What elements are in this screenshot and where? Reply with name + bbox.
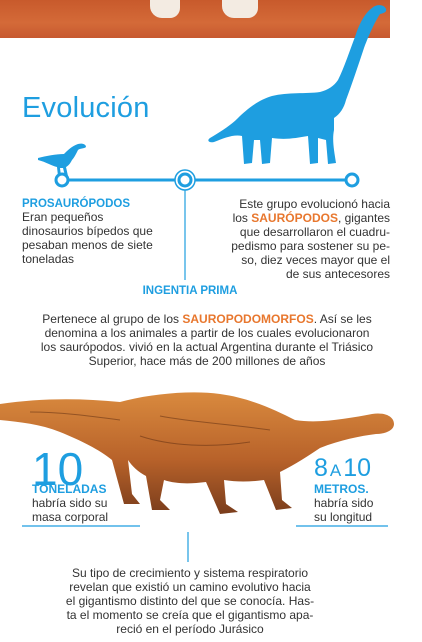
prosaur-heading: PROSAURÓPODOS — [22, 198, 130, 210]
pertenece-highlight: SAUROPODOMORFOS — [182, 312, 314, 326]
weight-stat: 10 — [32, 446, 83, 492]
prosaur-block: PROSAURÓPODOS Eran pequeños dinosaurios … — [22, 198, 162, 266]
weight-line: habría sido su — [32, 496, 108, 510]
saur-line-2: los SAURÓPODOS, gigantes — [222, 211, 390, 225]
weight-unit: TONELADAS — [32, 482, 107, 496]
pertenece-line: denomina a los animales a partir de los … — [44, 326, 370, 340]
length-caption: METROS. habría sido su longitud — [314, 482, 394, 524]
pertenece-line-1: Pertenece al grupo de los SAUROPODOMORFO… — [22, 312, 392, 326]
length-number-a: 8 — [314, 454, 328, 482]
saur-line: de sus antecesores — [285, 267, 390, 281]
prosaur-line: Eran pequeños — [22, 210, 104, 224]
rock-shape — [222, 0, 258, 18]
length-number-b: 10 — [343, 454, 372, 482]
conclusion-line: ta el momento se creía que el gigantismo… — [66, 608, 314, 622]
sauropod-silhouette — [208, 5, 387, 164]
prosaur-line: pesaban menos de siete — [22, 238, 153, 252]
top-photo-strip — [0, 0, 390, 38]
prosauropod-silhouette — [38, 143, 86, 176]
saur-pre: los — [232, 211, 252, 225]
page-title: Evolución — [22, 92, 150, 124]
timeline-node-saur — [344, 172, 360, 188]
conclusion-line: reció en el período Jurásico — [116, 622, 264, 636]
timeline-node-ingentia — [177, 172, 193, 188]
saur-block: Este grupo evolucionó hacia los SAURÓPOD… — [222, 197, 390, 281]
saur-post: , gigantes — [337, 211, 390, 225]
length-unit: METROS. — [314, 482, 369, 496]
conclusion-line: revelan que existió un camino evolutivo … — [69, 580, 311, 594]
prosaur-line: dinosaurios bípedos que — [22, 224, 153, 238]
weight-number: 10 — [32, 443, 84, 495]
weight-caption: TONELADAS habría sido su masa corporal — [32, 482, 142, 524]
length-connector: A — [329, 461, 342, 480]
pertenece-line: Superior, hace más de 200 millones de añ… — [88, 354, 326, 368]
timeline-node-prosaur — [54, 172, 70, 188]
length-line: su longitud — [314, 510, 373, 524]
conclusion-line: Su tipo de crecimiento y sistema respira… — [71, 566, 309, 580]
saur-line: Este grupo evolucionó hacia — [239, 197, 390, 211]
pertenece-line: los saurópodos. vivió en la actual Argen… — [40, 340, 374, 354]
ingentia-label: INGENTIA PRIMA — [142, 285, 238, 297]
conclusion-line: el gigantismo distinto del que se conocí… — [65, 594, 315, 608]
saur-line: so, diez veces mayor que el — [241, 253, 390, 267]
prosaur-line: toneladas — [22, 252, 75, 266]
saur-highlight: SAURÓPODOS — [251, 211, 338, 225]
saur-line: pedismo para sostener su pe- — [231, 239, 390, 253]
weight-line: masa corporal — [32, 510, 109, 524]
length-line: habría sido — [314, 496, 374, 510]
length-stat: 8 A10 — [314, 456, 371, 483]
pertenece-paragraph: Pertenece al grupo de los SAUROPODOMORFO… — [22, 312, 392, 368]
rock-shape — [150, 0, 180, 18]
conclusion-paragraph: Su tipo de crecimiento y sistema respira… — [40, 566, 340, 636]
ingentia-illustration — [0, 392, 394, 514]
pertenece-pre: Pertenece al grupo de los — [42, 312, 183, 326]
pertenece-post: . Así se les — [313, 312, 372, 326]
saur-line: que desarrollaron el cuadru- — [239, 225, 390, 239]
